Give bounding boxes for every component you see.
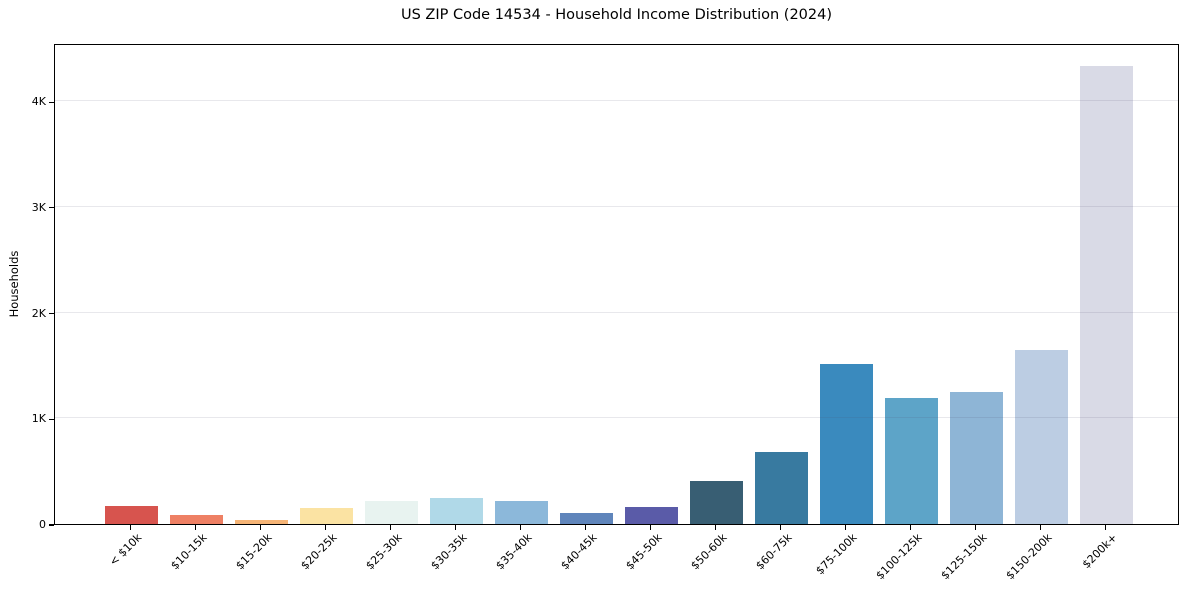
xtick-mark <box>584 525 587 530</box>
xtick-label-12: $100-125k <box>873 531 925 583</box>
ytick-mark <box>49 524 54 526</box>
xtick-label-4: $25-30k <box>363 531 405 573</box>
bar-6 <box>495 501 548 524</box>
ytick-mark <box>49 101 54 103</box>
bar-3 <box>300 508 353 524</box>
xtick-mark <box>194 525 197 530</box>
gridline-3K <box>55 205 1178 207</box>
plot-area <box>54 44 1179 525</box>
xtick-mark <box>259 525 262 530</box>
ytick-label-2K: 2K <box>31 306 46 320</box>
bar-2 <box>235 519 288 524</box>
xtick-label-0: < $10k <box>107 531 145 569</box>
xtick-label-11: $75-100k <box>813 531 860 578</box>
xtick-mark <box>1104 525 1107 530</box>
xtick-mark <box>779 525 782 530</box>
xtick-label-1: $10-15k <box>168 531 210 573</box>
bar-4 <box>365 501 418 524</box>
xtick-mark <box>974 525 977 530</box>
xtick-mark <box>844 525 847 530</box>
bar-9 <box>690 480 743 524</box>
bar-11 <box>820 364 873 524</box>
xtick-label-8: $45-50k <box>623 531 665 573</box>
xtick-label-15: $200k+ <box>1079 531 1120 572</box>
chart-title: US ZIP Code 14534 - Household Income Dis… <box>400 7 833 23</box>
gridline-2K <box>55 311 1178 313</box>
xtick-label-3: $20-25k <box>298 531 340 573</box>
bar-0 <box>105 506 158 524</box>
xtick-mark <box>649 525 652 530</box>
xtick-label-2: $15-20k <box>233 531 275 573</box>
ytick-label-3K: 3K <box>31 200 46 214</box>
xtick-mark <box>714 525 717 530</box>
xtick-label-7: $40-45k <box>558 531 600 573</box>
bar-12 <box>885 398 938 524</box>
ytick-mark <box>49 207 54 209</box>
bar-14 <box>1015 349 1068 524</box>
xtick-label-13: $125-150k <box>938 531 990 583</box>
bar-1 <box>170 515 223 524</box>
xtick-mark <box>324 525 327 530</box>
ytick-mark <box>49 418 54 420</box>
xtick-label-9: $50-60k <box>688 531 730 573</box>
bar-13 <box>950 391 1003 524</box>
xtick-label-10: $60-75k <box>753 531 795 573</box>
gridline-1K <box>55 417 1178 419</box>
bar-10 <box>755 452 808 524</box>
bar-7 <box>560 512 613 524</box>
xtick-label-14: $150-200k <box>1003 531 1055 583</box>
xtick-label-6: $35-40k <box>493 531 535 573</box>
xtick-mark <box>129 525 132 530</box>
ytick-label-1K: 1K <box>31 412 46 426</box>
ytick-mark <box>49 312 54 315</box>
bar-8 <box>625 507 678 524</box>
xtick-mark <box>909 525 912 530</box>
xtick-label-5: $30-35k <box>428 531 470 573</box>
ytick-label-4K: 4K <box>31 95 46 109</box>
xtick-mark <box>389 525 392 530</box>
bar-15 <box>1080 66 1133 524</box>
xtick-mark <box>519 525 522 530</box>
ytick-label-0: 0 <box>39 518 46 531</box>
xtick-mark <box>454 525 457 530</box>
gridline-4K <box>55 100 1178 102</box>
xtick-mark <box>1039 525 1042 530</box>
bar-5 <box>430 497 483 524</box>
